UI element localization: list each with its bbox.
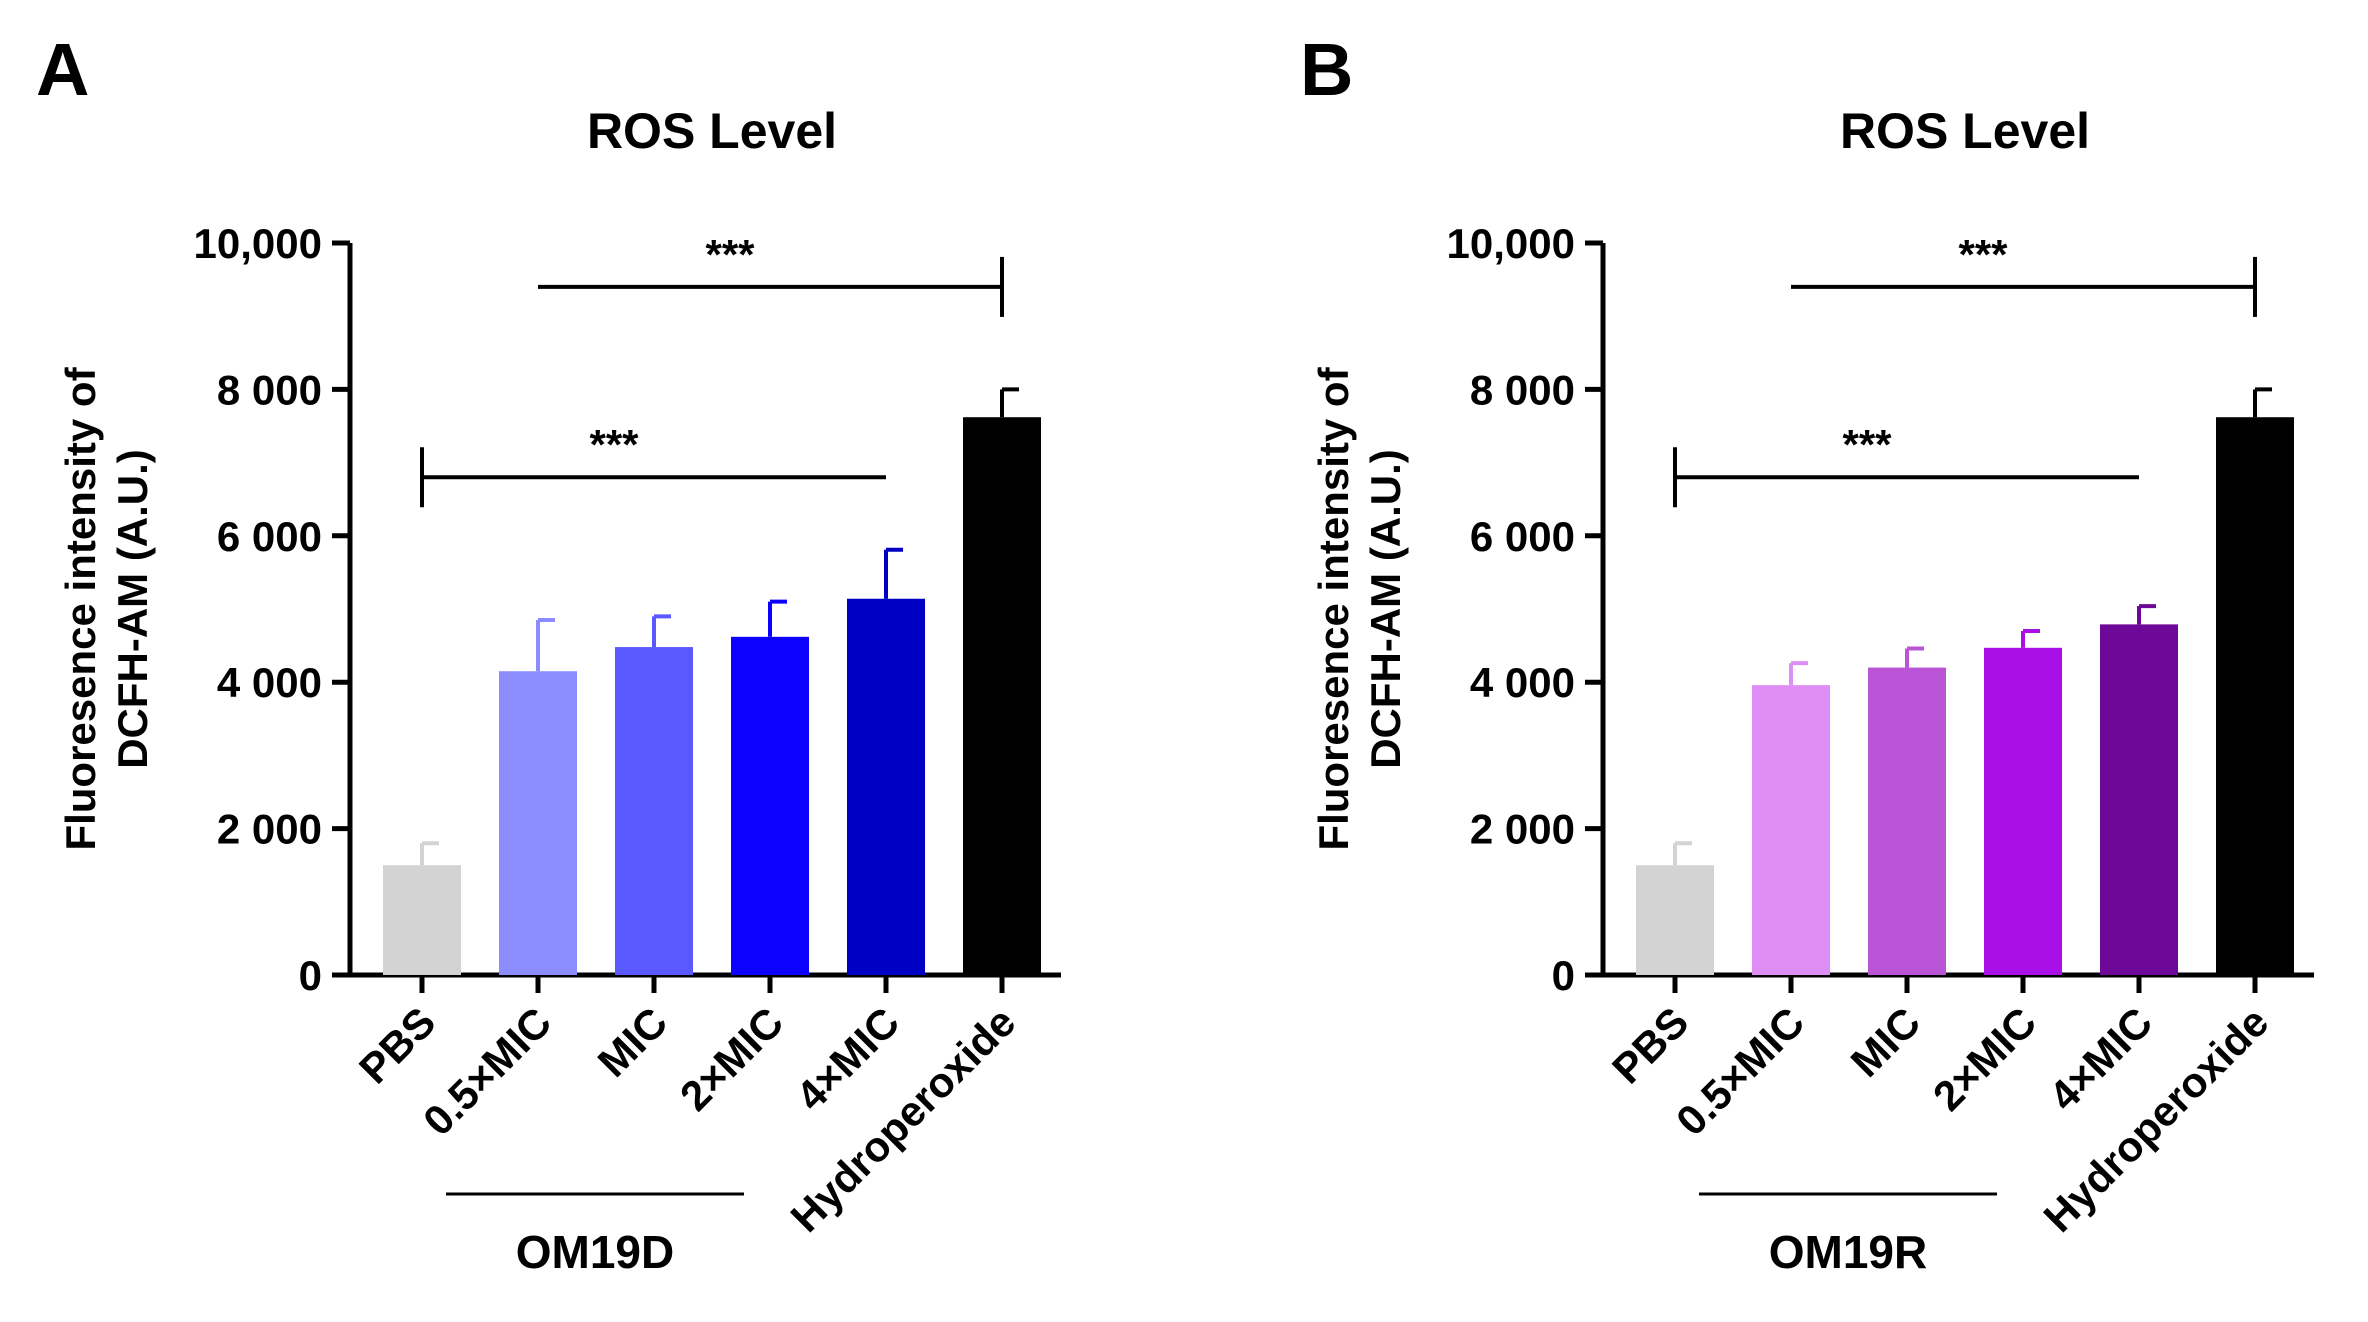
bar-1 — [383, 865, 461, 975]
y-axis-label-line-1: Fluoresence intensity of — [57, 366, 104, 850]
y-tick-label: 10,000 — [1447, 220, 1575, 267]
chart-title: ROS Level — [1840, 103, 2090, 159]
chart-panel-b: B ROS Level Fluoresence intensity of DCFH-A… — [1300, 28, 2314, 1278]
significance-label-2: *** — [1958, 231, 2008, 278]
y-tick-label: 0 — [299, 952, 322, 999]
bar-6 — [963, 417, 1041, 975]
bar-4 — [1984, 647, 2062, 975]
bar-1 — [1636, 865, 1714, 975]
y-tick-label: 8 000 — [217, 366, 322, 413]
y-axis-label-line-2: DCFH-AM (A.U.) — [1362, 449, 1409, 769]
panel-letter: A — [36, 28, 89, 111]
category-label-3: MIC — [1842, 998, 1930, 1086]
y-tick-label: 4 000 — [1470, 659, 1575, 706]
bar-4 — [731, 636, 809, 975]
y-tick-label: 10,000 — [194, 220, 322, 267]
chart-panel-a: A ROS Level Fluoresence intensity of DCFH-A… — [36, 28, 1061, 1278]
bar-2 — [1752, 685, 1830, 975]
y-axis-label: Fluoresence intensity of DCFH-AM (A.U.) — [57, 366, 156, 850]
group-label: OM19R — [1769, 1226, 1927, 1278]
y-tick-label: 6 000 — [217, 513, 322, 560]
category-label-4: 2×MIC — [1924, 998, 2046, 1120]
significance-label-1: *** — [589, 421, 639, 468]
y-axis-label: Fluoresence intensity of DCFH-AM (A.U.) — [1310, 366, 1409, 850]
y-tick-label: 0 — [1552, 952, 1575, 999]
group-label: OM19D — [516, 1226, 674, 1278]
significance-label-1: *** — [1842, 421, 1892, 468]
bar-3 — [615, 647, 693, 975]
bar-2 — [499, 671, 577, 975]
bar-5 — [2100, 624, 2178, 975]
y-tick-label: 6 000 — [1470, 513, 1575, 560]
category-label-3: MIC — [589, 998, 677, 1086]
significance-label-2: *** — [705, 231, 755, 278]
bar-5 — [847, 598, 925, 975]
category-label-1: PBS — [1603, 998, 1697, 1092]
category-label-1: PBS — [350, 998, 444, 1092]
y-tick-label: 2 000 — [1470, 806, 1575, 853]
bar-3 — [1868, 667, 1946, 975]
bar-6 — [2216, 417, 2294, 975]
y-tick-label: 2 000 — [217, 806, 322, 853]
y-tick-label: 4 000 — [217, 659, 322, 706]
category-label-2: 0.5×MIC — [414, 998, 560, 1144]
y-axis-label-line-2: DCFH-AM (A.U.) — [109, 449, 156, 769]
chart-title: ROS Level — [587, 103, 837, 159]
category-label-4: 2×MIC — [671, 998, 793, 1120]
y-tick-label: 8 000 — [1470, 366, 1575, 413]
y-axis-label-line-1: Fluoresence intensity of — [1310, 366, 1357, 850]
panel-letter: B — [1300, 28, 1353, 111]
category-label-2: 0.5×MIC — [1667, 998, 1813, 1144]
